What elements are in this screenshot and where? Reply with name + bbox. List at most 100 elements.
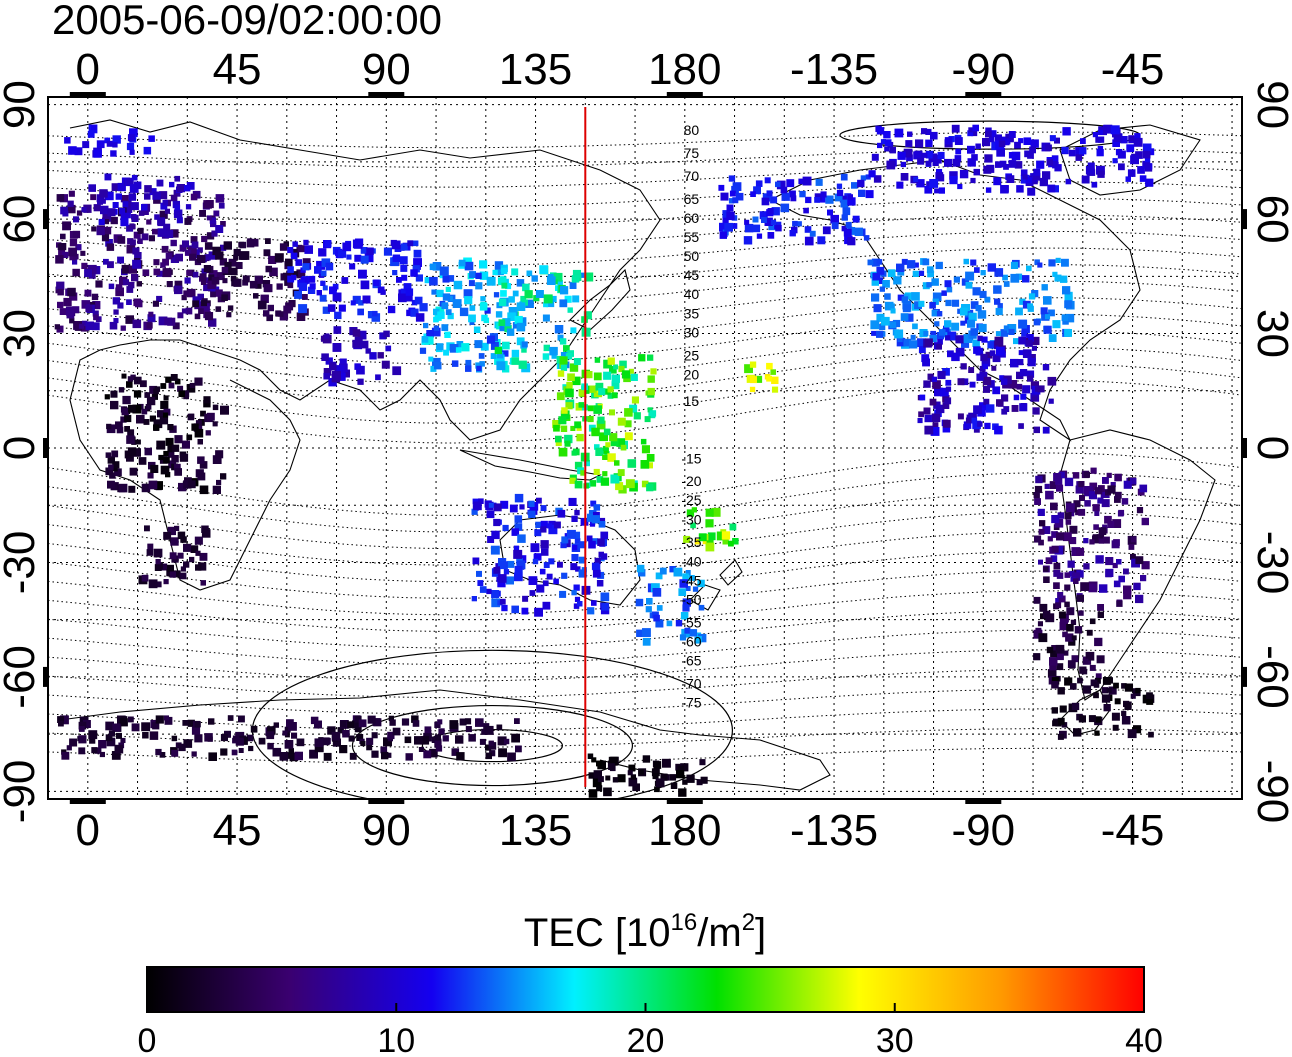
tec-cell	[516, 322, 526, 332]
tec-cell	[174, 468, 182, 476]
tec-cell	[155, 581, 162, 588]
tec-cell	[159, 210, 168, 219]
tec-cell	[1083, 538, 1089, 544]
tec-cell	[936, 343, 942, 350]
tec-cell	[660, 773, 668, 781]
tec-cell	[194, 536, 203, 545]
magnetic-contour-line	[48, 708, 1242, 732]
tec-cell	[274, 253, 284, 263]
tec-cell	[263, 310, 270, 317]
tec-cell	[696, 636, 702, 642]
tec-cell	[1003, 281, 1010, 287]
tec-cell	[499, 598, 506, 605]
tec-cell	[744, 364, 753, 374]
tec-cell	[505, 576, 514, 585]
tec-cell	[1045, 490, 1054, 500]
tec-cell	[166, 281, 173, 288]
tec-cell	[1058, 471, 1065, 479]
tec-cell	[302, 263, 310, 271]
tec-cell	[498, 319, 506, 326]
tec-cell	[74, 147, 83, 156]
tec-cell	[597, 416, 605, 424]
tec-cell	[78, 747, 86, 755]
frame-bar-bottom	[368, 799, 405, 804]
tec-cell	[128, 265, 137, 274]
tec-cell	[976, 373, 984, 381]
tec-cell	[1126, 144, 1135, 153]
tec-cell	[1062, 318, 1069, 325]
tec-cell	[349, 263, 356, 270]
tec-cell	[292, 241, 298, 247]
tec-cell	[1018, 350, 1024, 356]
tec-cell	[358, 719, 367, 728]
tec-cell	[647, 375, 655, 383]
tec-cell	[160, 400, 169, 410]
tec-cell	[342, 242, 352, 252]
tec-cell	[511, 349, 520, 358]
tec-cell	[557, 561, 563, 568]
tec-cell	[1111, 540, 1120, 549]
tec-cell	[475, 272, 482, 279]
tec-cell	[111, 183, 120, 191]
tec-cell	[560, 425, 568, 432]
tec-cell	[815, 178, 823, 186]
tec-cell	[474, 340, 483, 349]
tec-cell	[182, 720, 189, 726]
tec-cell	[155, 715, 164, 724]
tec-cell	[433, 325, 439, 331]
tec-cell	[609, 365, 617, 374]
tec-cell	[357, 308, 364, 316]
tec-cell	[929, 179, 939, 188]
lat-tick-left: 60	[0, 195, 44, 244]
tec-cell	[591, 757, 597, 763]
tec-cell	[99, 189, 108, 198]
tec-cell	[149, 415, 156, 422]
tec-cell	[1101, 687, 1109, 694]
tec-cell	[1104, 515, 1112, 524]
tec-cell	[216, 479, 222, 486]
tec-cell	[502, 365, 510, 373]
tec-cell	[508, 307, 518, 316]
tec-cell	[608, 756, 618, 766]
tec-cell	[496, 354, 505, 363]
tec-cell	[1051, 545, 1059, 553]
tec-cell	[224, 261, 232, 270]
contour-label: 35	[684, 305, 700, 321]
tec-cell	[296, 312, 306, 321]
tec-observations	[54, 124, 1155, 798]
tec-cell	[973, 426, 980, 433]
tec-cell	[937, 174, 945, 182]
tec-cell	[464, 261, 474, 271]
tec-cell	[995, 331, 1001, 337]
tec-cell	[199, 210, 206, 217]
tec-cell	[190, 193, 198, 201]
tec-cell	[184, 185, 191, 192]
tec-cell	[332, 343, 342, 352]
tec-cell	[1094, 487, 1103, 495]
tec-cell	[106, 423, 112, 430]
tec-cell	[595, 382, 604, 391]
tec-cell	[502, 350, 509, 357]
tec-cell	[934, 321, 940, 327]
tec-cell	[160, 262, 166, 268]
tec-cell	[986, 404, 995, 413]
tec-cell	[249, 280, 258, 289]
tec-cell	[989, 350, 996, 356]
lon-tick-top: 90	[362, 45, 411, 94]
tec-cell	[1105, 568, 1114, 577]
tec-cell	[628, 368, 634, 374]
tec-cell	[337, 249, 347, 258]
tec-cell	[496, 361, 506, 371]
tec-cell	[174, 204, 181, 211]
tec-cell	[678, 788, 687, 797]
lat-tick-right: 90	[1248, 80, 1292, 129]
tec-cell	[965, 271, 975, 281]
frame-bar-left	[43, 438, 48, 458]
tec-cell	[918, 300, 925, 307]
tec-cell	[1094, 511, 1100, 516]
tec-cell	[1049, 663, 1057, 671]
tec-cell	[589, 480, 597, 487]
tec-cell	[117, 302, 124, 309]
tec-cell	[90, 194, 97, 201]
tec-cell	[212, 421, 218, 427]
